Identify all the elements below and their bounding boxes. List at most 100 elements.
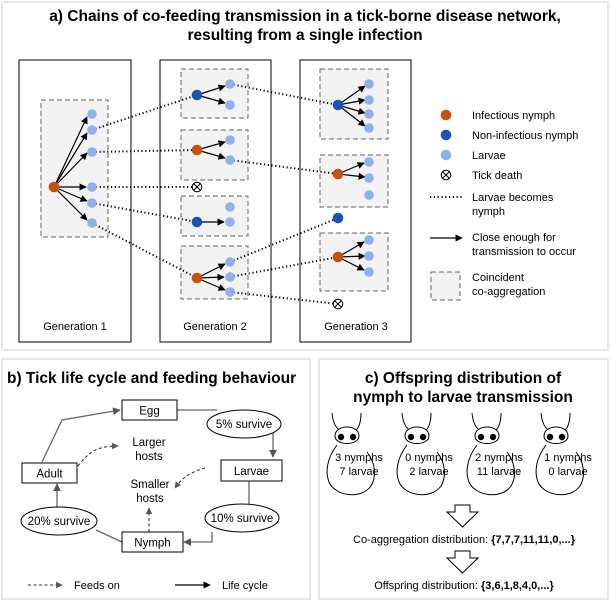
larva-node bbox=[364, 109, 374, 119]
panel-b-title: b) Tick life cycle and feeding behaviour bbox=[7, 370, 296, 387]
host-nymphs-label: 2 nymphs bbox=[475, 452, 523, 464]
infectious-nymph-node bbox=[332, 168, 344, 180]
survive-20-label: 20% survive bbox=[28, 516, 91, 528]
tick-death-nodes bbox=[191, 181, 344, 310]
aggregation-box bbox=[180, 68, 249, 119]
infectious-nymph-node bbox=[191, 272, 203, 284]
legend-non-infectious-swatch bbox=[440, 129, 452, 141]
aggregation-box bbox=[40, 99, 109, 238]
host-nymphs-label: 1 nymphs bbox=[544, 452, 592, 464]
larva-node bbox=[87, 109, 97, 119]
life-cycle-edge bbox=[41, 407, 121, 463]
legend-becomes-label-1: Larvae becomes bbox=[472, 192, 554, 204]
larvae-nodes bbox=[87, 79, 374, 297]
nymph-box bbox=[121, 531, 184, 553]
infectious-nymph-node bbox=[332, 251, 344, 263]
larva-node bbox=[225, 79, 235, 89]
host-larvae-label: 2 larvae bbox=[409, 466, 448, 478]
larva-node bbox=[225, 100, 235, 110]
life-cycle-legend-label: Life cycle bbox=[222, 580, 268, 592]
infectious-nymph-node bbox=[191, 144, 203, 156]
survive-5-label: 5% survive bbox=[216, 419, 272, 431]
legend-coagg-label-2: co-aggregation bbox=[472, 286, 545, 298]
panel-a-legend: Infectious nymph Non-infectious nymph La… bbox=[430, 109, 578, 301]
non-infectious-nymph-node bbox=[191, 216, 203, 228]
survive-10-ellipse bbox=[204, 503, 280, 533]
legend-non-infectious-label: Non-infectious nymph bbox=[472, 130, 578, 142]
larva-node bbox=[364, 123, 374, 133]
legend-becomes-label-2: nymph bbox=[472, 206, 505, 218]
larva-node bbox=[364, 235, 374, 245]
host-icon: 3 nymphs 7 larvae bbox=[326, 412, 383, 496]
aggregation-box bbox=[180, 195, 249, 237]
egg-box bbox=[121, 399, 178, 421]
host-larvae-label: 0 larvae bbox=[548, 466, 587, 478]
generation-1-label: Generation 1 bbox=[43, 321, 107, 333]
generation-3-label: Generation 3 bbox=[324, 321, 388, 333]
larva-node bbox=[87, 218, 97, 228]
legend-larvae-swatch bbox=[440, 149, 452, 161]
panel-c-title-line1: c) Offspring distribution of bbox=[365, 370, 562, 387]
feeds-on-edge bbox=[77, 442, 119, 467]
legend-close-label-2: transmission to occur bbox=[472, 246, 576, 258]
legend-infectious-swatch bbox=[440, 109, 452, 121]
legend-coagg-label-1: Coincident bbox=[472, 272, 524, 284]
panel-a-title-line2: resulting from a single infection bbox=[187, 27, 422, 44]
survive-10-label: 10% survive bbox=[211, 513, 274, 525]
host-nymphs-label: 0 nymphs bbox=[405, 452, 453, 464]
larva-node bbox=[87, 125, 97, 135]
smaller-hosts-label-1: Smaller bbox=[131, 479, 170, 491]
feeds-on-legend-label: Feeds on bbox=[74, 580, 120, 592]
adult-label: Adult bbox=[36, 469, 63, 481]
larva-node bbox=[225, 257, 235, 267]
becomes-nymph-links bbox=[91, 83, 339, 305]
panel-c: c) Offspring distribution of nymph to la… bbox=[318, 358, 609, 600]
infectious-nymph-nodes bbox=[48, 144, 344, 284]
offspring-distribution-text: Offspring distribution: {3,6,1,8,4,0,...… bbox=[374, 580, 554, 592]
larva-node bbox=[87, 147, 97, 157]
host-icon: 2 nymphs 11 larvae bbox=[466, 412, 523, 496]
larger-hosts-label-1: Larger bbox=[132, 437, 165, 449]
nymph-label: Nymph bbox=[134, 538, 170, 550]
non-infectious-nymph-node bbox=[332, 99, 344, 111]
larva-node bbox=[364, 79, 374, 89]
panel-b: b) Tick life cycle and feeding behaviour… bbox=[1, 358, 311, 600]
host-icons: 3 nymphs 7 larvae 0 nymphs 2 larvae 2 nymphs… bbox=[326, 412, 592, 496]
non-infectious-nymph-node bbox=[191, 89, 203, 101]
panel-a-title-line1: a) Chains of co-feeding transmission in … bbox=[49, 8, 561, 25]
host-larvae-label: 11 larvae bbox=[477, 466, 521, 478]
aggregation-box bbox=[319, 154, 389, 208]
larva-node bbox=[364, 173, 374, 183]
larva-node bbox=[364, 267, 374, 277]
larva-node bbox=[225, 217, 235, 227]
aggregation-box bbox=[319, 68, 389, 140]
coagg-distribution-text: Co-aggregation distribution: {7,7,7,11,1… bbox=[353, 534, 576, 546]
egg-label: Egg bbox=[139, 406, 159, 418]
generation-2-label: Generation 2 bbox=[183, 321, 247, 333]
legend-death-icon bbox=[440, 169, 452, 181]
larva-node bbox=[225, 155, 235, 165]
larva-node bbox=[225, 135, 235, 145]
larva-node bbox=[364, 190, 374, 200]
non-infectious-nymph-nodes bbox=[191, 89, 344, 228]
larvae-label: Larvae bbox=[234, 466, 269, 478]
larva-node bbox=[364, 251, 374, 261]
host-icon: 1 nymphs 0 larvae bbox=[535, 412, 592, 496]
down-arrow-icon bbox=[445, 504, 480, 528]
adult-box bbox=[21, 462, 78, 484]
larva-node bbox=[225, 202, 235, 212]
panel-c-title-line2: nymph to larvae transmission bbox=[353, 389, 573, 406]
tick-death-icon bbox=[191, 181, 203, 193]
larvae-box bbox=[220, 459, 283, 482]
life-cycle-edge bbox=[183, 532, 213, 546]
feeds-on-edge bbox=[174, 467, 206, 489]
host-icon: 0 nymphs 2 larvae bbox=[396, 412, 453, 496]
legend-larvae-label: Larvae bbox=[472, 150, 506, 162]
larva-node bbox=[87, 182, 97, 192]
legend-close-label-1: Close enough for bbox=[472, 232, 556, 244]
panel-a: a) Chains of co-feeding transmission in … bbox=[1, 1, 609, 351]
smaller-hosts-label-2: hosts bbox=[136, 493, 164, 505]
life-cycle-edge bbox=[95, 529, 123, 543]
aggregation-box bbox=[319, 232, 389, 292]
